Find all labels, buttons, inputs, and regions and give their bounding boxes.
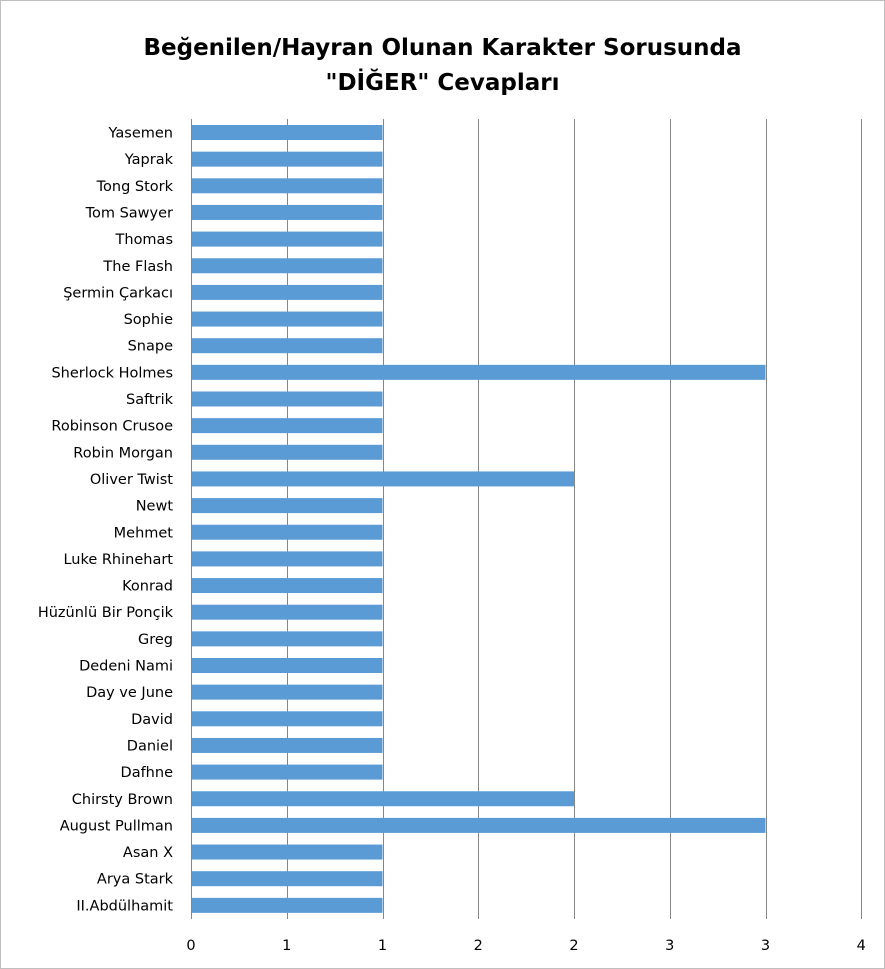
- bar: [191, 284, 383, 300]
- category-label: Konrad: [122, 579, 173, 595]
- bar: [191, 871, 383, 887]
- category-label: Asan X: [123, 845, 173, 861]
- bar: [191, 551, 383, 567]
- bar: [191, 258, 383, 274]
- bar: [191, 204, 383, 220]
- bar: [191, 231, 383, 247]
- category-label: Robin Morgan: [73, 445, 173, 461]
- category-label: Hüzünlü Bir Ponçik: [38, 605, 174, 621]
- x-tick-label: 3: [665, 938, 674, 954]
- bar: [191, 631, 383, 647]
- category-label: Yasemen: [108, 126, 173, 142]
- category-label: Greg: [138, 632, 173, 648]
- category-label: Şermin Çarkacı: [63, 285, 173, 301]
- x-tick-label: 4: [857, 938, 866, 954]
- bar: [191, 844, 383, 860]
- category-label: Thomas: [115, 232, 173, 248]
- bar: [191, 711, 383, 727]
- category-label: Dedeni Nami: [79, 659, 173, 675]
- bar: [191, 364, 766, 380]
- bar: [191, 737, 383, 753]
- bar: [191, 471, 574, 487]
- category-label: Tong Stork: [96, 179, 174, 195]
- category-label: Daniel: [127, 738, 173, 754]
- bar: [191, 444, 383, 460]
- category-label: Luke Rhinehart: [63, 552, 173, 568]
- category-label: Saftrik: [126, 392, 174, 408]
- category-label: Day ve June: [86, 685, 173, 701]
- bar: [191, 897, 383, 913]
- bar: [191, 391, 383, 407]
- bar: [191, 658, 383, 673]
- bar: [191, 178, 383, 194]
- x-tick-label: 1: [282, 938, 291, 954]
- category-label: The Flash: [102, 259, 173, 275]
- x-tick-label: 0: [186, 938, 195, 954]
- bar: [191, 791, 574, 807]
- category-label: Chirsty Brown: [72, 792, 173, 808]
- bar: [191, 604, 383, 620]
- category-label: Dafhne: [121, 765, 174, 781]
- chart-title-line-2: "DİĞER" Cevapları: [325, 70, 560, 96]
- chart-title-line-1: Beğenilen/Hayran Olunan Karakter Sorusun…: [143, 35, 742, 61]
- bar: [191, 684, 383, 700]
- bar: [191, 125, 383, 140]
- bar: [191, 578, 383, 594]
- bar: [191, 817, 766, 833]
- bar: [191, 418, 383, 434]
- category-label: Arya Stark: [97, 872, 174, 888]
- category-label: August Pullman: [60, 818, 173, 834]
- bar: [191, 151, 383, 167]
- bar: [191, 338, 383, 354]
- category-label: II.Abdülhamit: [76, 898, 173, 914]
- x-tick-label: 3: [761, 938, 770, 954]
- chart-title: Beğenilen/Hayran Olunan Karakter Sorusun…: [1, 31, 884, 101]
- category-label: Newt: [136, 499, 174, 515]
- category-label: David: [131, 712, 173, 728]
- category-label: Oliver Twist: [90, 472, 173, 488]
- category-label: Snape: [128, 339, 173, 355]
- category-label: Mehmet: [114, 525, 174, 541]
- bar: [191, 524, 383, 540]
- category-label: Tom Sawyer: [85, 205, 173, 221]
- x-tick-label: 1: [378, 938, 387, 954]
- category-label: Sherlock Holmes: [51, 365, 173, 381]
- x-tick-label: 2: [569, 938, 578, 954]
- category-label: Yaprak: [124, 152, 174, 168]
- x-tick-label: 2: [474, 938, 483, 954]
- bar: [191, 311, 383, 327]
- bar: [191, 498, 383, 514]
- category-label: Robinson Crusoe: [51, 419, 173, 435]
- bar: [191, 764, 383, 780]
- category-label: Sophie: [124, 312, 173, 328]
